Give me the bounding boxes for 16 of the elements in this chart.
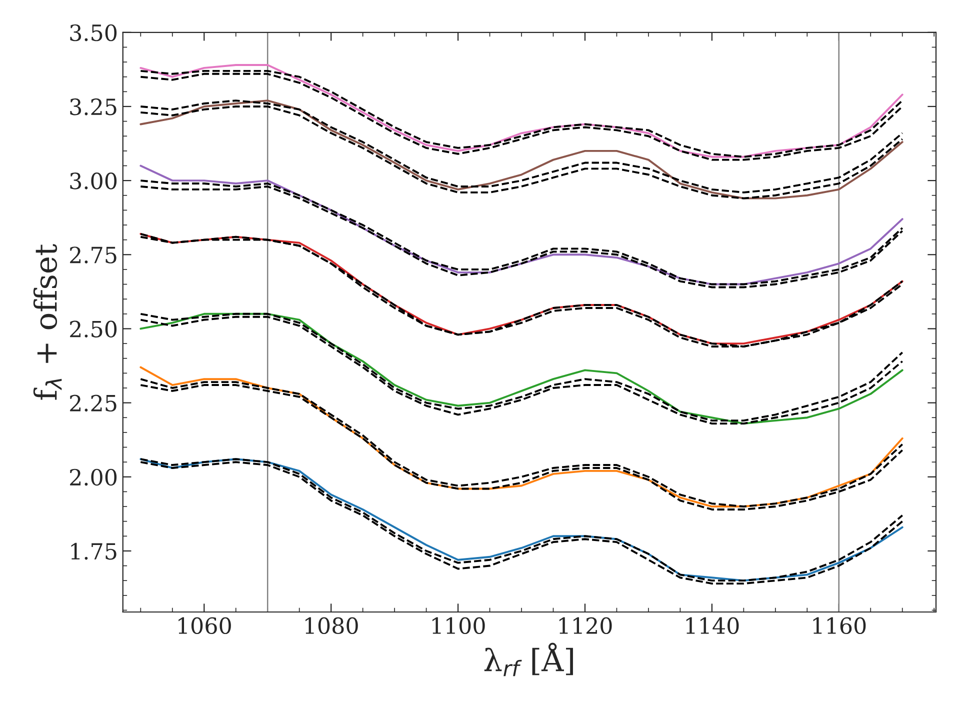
x-tick-label: 1060 <box>178 617 231 634</box>
y-tick-label: 3.00 <box>70 172 117 190</box>
y-tick-label: 1.75 <box>71 542 116 560</box>
y-tick-label: 2.50 <box>70 320 117 338</box>
y-tick-label: 3.50 <box>70 24 117 42</box>
y-axis-title: f$_{λ}$ + offset <box>33 244 62 400</box>
x-tick-label: 1140 <box>686 617 739 634</box>
y-tick-label: 2.00 <box>70 468 117 486</box>
x-tick-label: 1160 <box>813 617 866 634</box>
x-axis-title: λ$_{rf}$ [Å] <box>484 642 573 676</box>
y-tick-label: 2.75 <box>70 246 116 264</box>
x-tick-label: 1120 <box>559 617 612 634</box>
y-tick-label: 3.25 <box>70 98 116 116</box>
x-tick-label: 1080 <box>306 617 358 634</box>
x-tick-label: 1100 <box>432 617 485 634</box>
y-tick-label: 2.25 <box>70 394 116 412</box>
